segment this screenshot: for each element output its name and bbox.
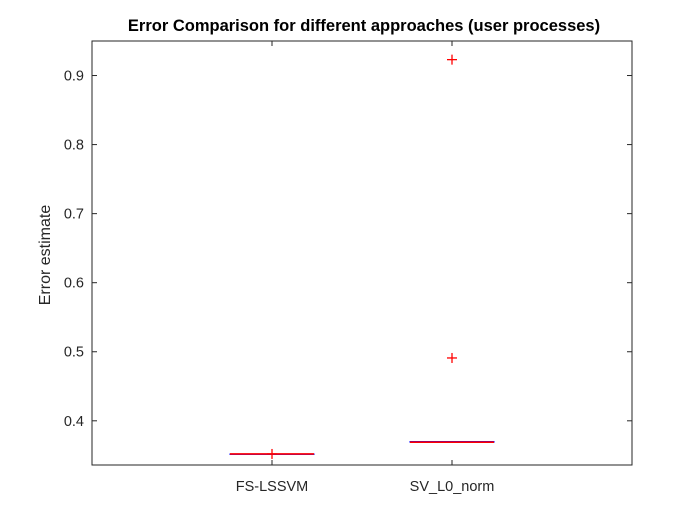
y-tick-label: 0.7 (64, 207, 84, 223)
outlier-marker (267, 448, 277, 459)
y-tick-label: 0.5 (64, 345, 84, 361)
x-tick-label: SV_L0_norm (410, 479, 495, 495)
outlier-marker (447, 54, 457, 65)
y-tick-label: 0.6 (64, 276, 84, 292)
y-tick-label: 0.4 (64, 414, 84, 430)
plot-area: 0.4 0.5 0.6 0.7 0.8 0.9 FS-LSSVM SV_L0_norm (64, 40, 633, 495)
x-tick-label: FS-LSSVM (236, 479, 309, 495)
chart-title: Error Comparison for different approache… (128, 17, 600, 35)
y-tick-label: 0.9 (64, 69, 84, 85)
y-tick-label: 0.8 (64, 138, 84, 154)
y-axis-label: Error estimate (37, 205, 54, 306)
outlier-marker (447, 352, 457, 363)
axes-box (91, 40, 633, 466)
